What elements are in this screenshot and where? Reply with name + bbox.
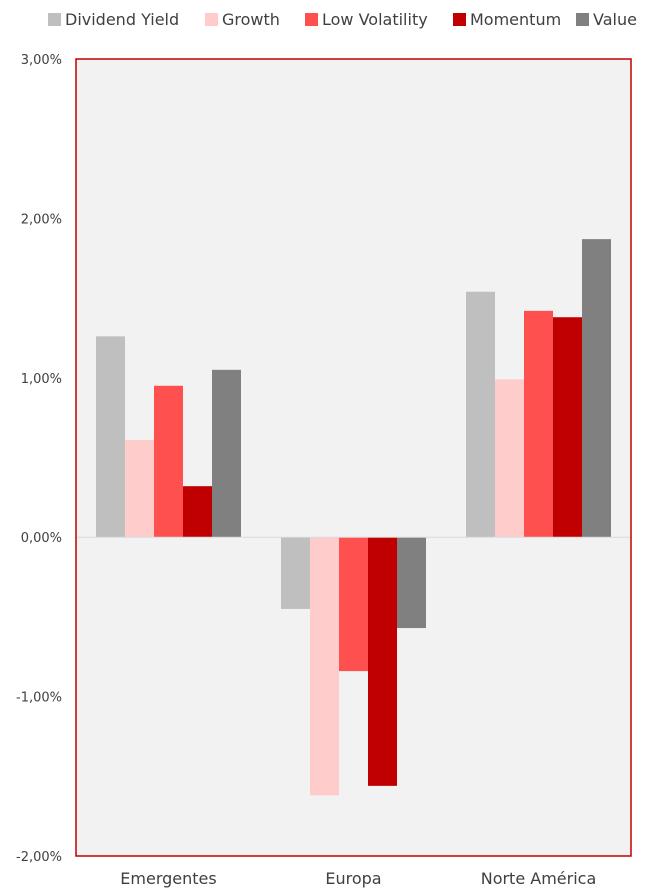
bar-growth-emergentes <box>125 439 154 538</box>
bar-momentum-norte-américa <box>553 317 582 538</box>
y-tick-label: -2,00% <box>16 850 62 865</box>
bar-growth-europa <box>310 537 339 796</box>
legend-label: Dividend Yield <box>65 10 179 29</box>
bar-value-europa <box>397 537 426 629</box>
bar-low-volatility-emergentes <box>154 385 183 538</box>
y-tick-label: 0,00% <box>21 531 62 546</box>
legend-item: Dividend Yield <box>48 10 179 29</box>
bar-value-norte-américa <box>582 239 611 538</box>
x-category-label: Emergentes <box>120 869 216 888</box>
y-tick-label: -1,00% <box>16 691 62 706</box>
y-tick-label: 2,00% <box>21 212 62 227</box>
legend-label: Momentum <box>470 10 561 29</box>
legend-label: Low Volatility <box>322 10 428 29</box>
bar-low-volatility-europa <box>339 537 368 672</box>
legend-swatch <box>48 13 61 26</box>
legend-label: Value <box>593 10 637 29</box>
y-tick-label: 3,00% <box>21 53 62 68</box>
bar-low-volatility-norte-américa <box>524 310 553 538</box>
legend-swatch <box>576 13 589 26</box>
x-category-label: Europa <box>325 869 381 888</box>
legend-label: Growth <box>222 10 280 29</box>
legend-swatch <box>453 13 466 26</box>
legend-item: Momentum <box>453 10 561 29</box>
bar-dividend-yield-europa <box>281 537 310 609</box>
legend-item: Value <box>576 10 637 29</box>
y-axis: -2,00% -1,00% 0,00% 1,00% 2,00% 3,00% <box>16 53 62 865</box>
legend-swatch <box>305 13 318 26</box>
bar-momentum-europa <box>368 537 397 786</box>
bar-value-emergentes <box>212 369 241 538</box>
bars <box>96 239 611 796</box>
legend-item: Growth <box>205 10 280 29</box>
x-category-label: Norte América <box>481 869 597 888</box>
bar-dividend-yield-norte-américa <box>466 291 495 538</box>
bar-dividend-yield-emergentes <box>96 336 125 538</box>
legend: Dividend Yield Growth Low Volatility Moment… <box>48 10 637 29</box>
bar-momentum-emergentes <box>183 486 212 538</box>
x-axis: Emergentes Europa Norte América <box>120 869 596 888</box>
legend-item: Low Volatility <box>305 10 428 29</box>
y-tick-label: 1,00% <box>21 372 62 387</box>
legend-swatch <box>205 13 218 26</box>
plot-border <box>75 58 632 857</box>
bar-growth-norte-américa <box>495 379 524 538</box>
